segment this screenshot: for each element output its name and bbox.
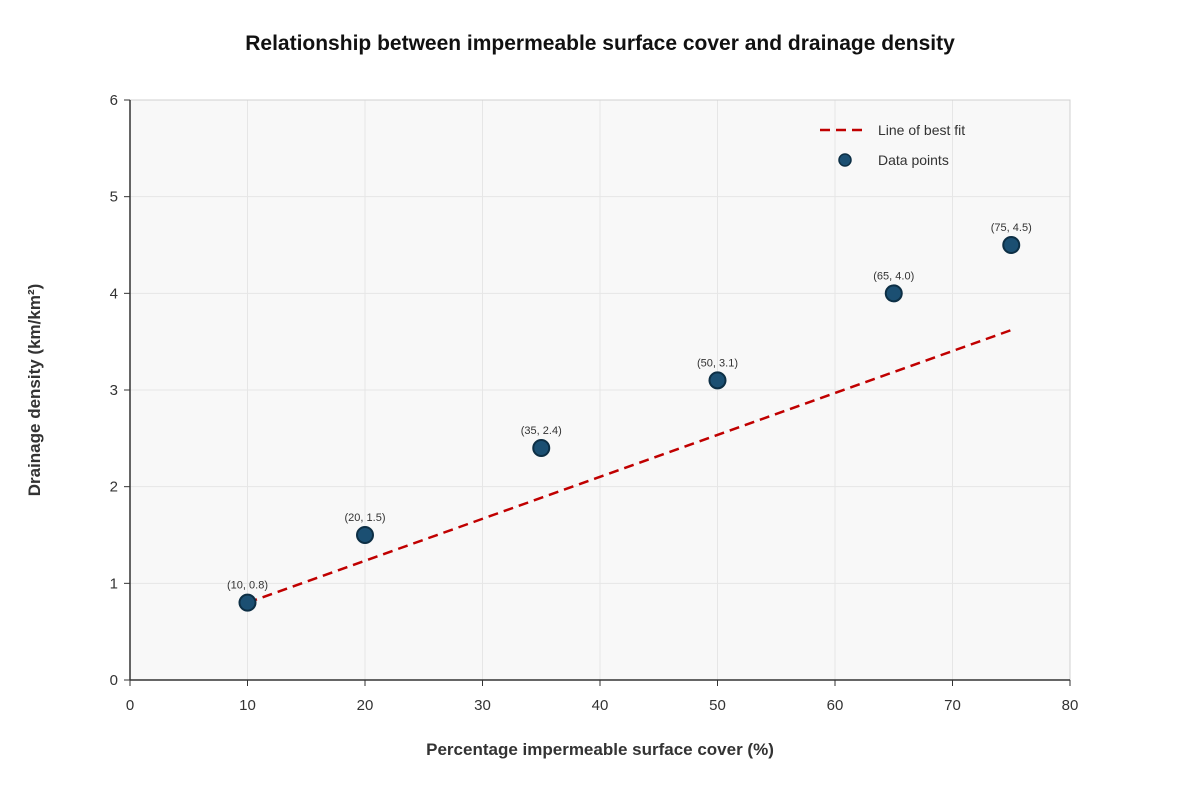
x-tick-label: 80: [1062, 697, 1079, 714]
best-fit-layer: [247, 328, 1012, 604]
y-tick-label: 4: [110, 285, 118, 302]
data-point-label: (75, 4.5): [991, 222, 1032, 234]
x-tick-label: 60: [827, 697, 844, 714]
x-tick-label: 30: [474, 697, 491, 714]
legend-label: Line of best fit: [878, 122, 965, 138]
data-point-label: (20, 1.5): [345, 512, 386, 524]
x-tick-label: 70: [944, 697, 961, 714]
y-axis-ticks: 0 1 2 3 4 5 6: [110, 92, 130, 689]
data-point-label: (50, 3.1): [697, 357, 738, 369]
x-tick-label: 40: [592, 697, 609, 714]
best-fit-line: [247, 328, 1012, 604]
data-point: [238, 593, 257, 612]
y-tick-label: 6: [110, 92, 118, 109]
data-point: [1002, 236, 1021, 254]
data-point: [708, 371, 727, 390]
legend-label: Data points: [878, 152, 949, 168]
x-axis-label: Percentage impermeable surface cover (%): [426, 740, 774, 759]
legend: Line of best fit Data points: [820, 122, 965, 168]
chart-title: Relationship between impermeable surface…: [245, 32, 955, 55]
y-tick-label: 2: [110, 479, 118, 496]
data-point-label: (35, 2.4): [521, 425, 562, 437]
data-point-label: (10, 0.8): [227, 580, 268, 592]
x-axis-ticks: 0 10 20 30 40 50 60 70 80: [126, 680, 1079, 714]
y-tick-label: 0: [110, 672, 118, 689]
data-point: [356, 526, 374, 544]
data-point: [532, 439, 551, 457]
y-axis-label: Drainage density (km/km²): [25, 284, 44, 497]
x-tick-label: 20: [357, 697, 374, 714]
legend-point-swatch: [838, 153, 852, 167]
x-tick-label: 50: [709, 697, 726, 714]
y-tick-label: 5: [110, 189, 118, 206]
data-point-label: (65, 4.0): [873, 270, 914, 282]
y-tick-label: 3: [110, 382, 118, 399]
x-tick-label: 10: [239, 697, 256, 714]
data-point: [884, 284, 903, 303]
y-tick-label: 1: [110, 575, 118, 592]
x-tick-label: 0: [126, 697, 134, 714]
data-points-layer: (10, 0.8) (20, 1.5) (35, 2.4) (50, 3.1) (65,…: [227, 222, 1032, 612]
